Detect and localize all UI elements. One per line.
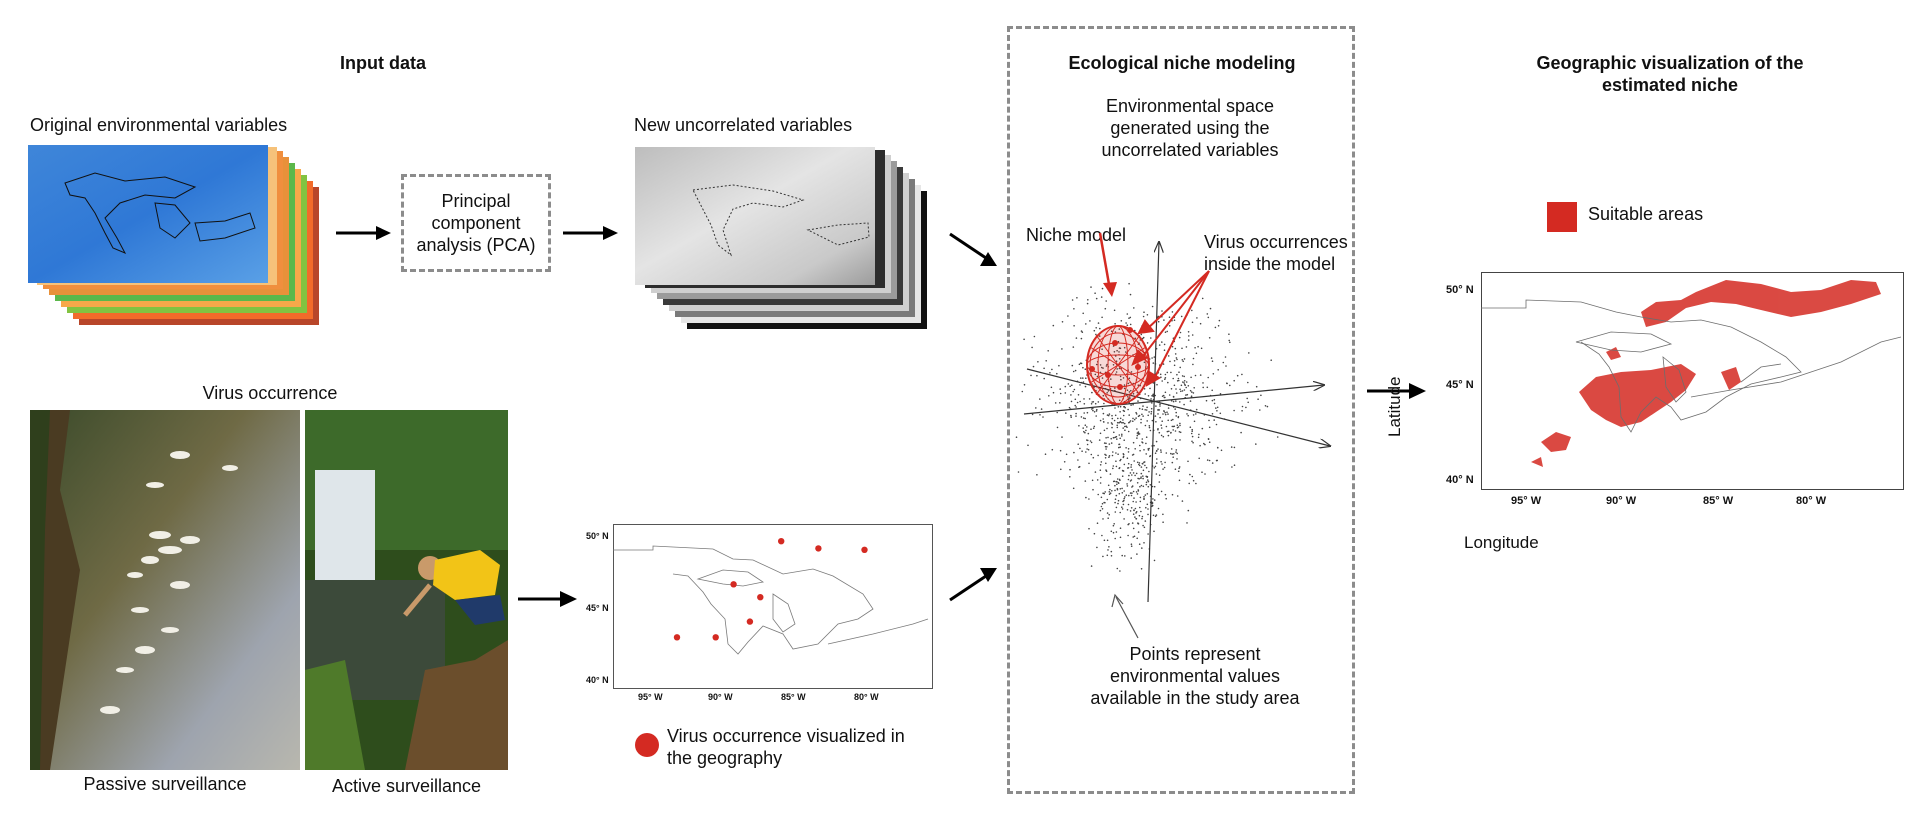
occurrence-map-frame (613, 524, 933, 689)
occurrence-point-7 (815, 545, 822, 552)
geo-lon-tick-85: 85° W (1703, 495, 1734, 507)
occ-lon-tick-95: 95° W (638, 692, 663, 702)
input-data-title: Input data (340, 53, 426, 73)
occurrence-point-8 (861, 546, 868, 553)
arrow-occ-to-enm (949, 568, 997, 602)
active-surveillance-label: Active surveillance (331, 776, 482, 796)
occurrence-map-basemap (613, 545, 929, 655)
environmental-space-label: Environmental space generated using the … (1101, 96, 1279, 160)
arrow-to-occurrence-map (518, 591, 577, 607)
geo-lon-tick-95: 95° W (1511, 495, 1542, 507)
pca-axes (1023, 242, 1330, 603)
occ-lon-tick-85: 85° W (781, 692, 806, 702)
niche-ellipsoid (1086, 325, 1150, 405)
geo-lat-tick-45: 45° N (1446, 379, 1474, 391)
uncorrelated-variables-label: New uncorrelated variables (634, 115, 853, 135)
occurrence-point-5 (757, 594, 764, 601)
occ-lat-tick-45: 45° N (586, 603, 609, 613)
passive-surveillance-label: Passive surveillance (83, 774, 247, 794)
occurrence-legend-dot (635, 733, 659, 757)
uncorrelated-layers-stack (635, 147, 927, 329)
geo-xlabel: Longitude (1464, 533, 1539, 552)
geo-title: Geographic visualization of the estimate… (1536, 53, 1804, 95)
pca-box: Principal component analysis (PCA) (401, 174, 551, 272)
env-layer-top (28, 145, 268, 283)
pca-label: Principal component analysis (PCA) (416, 191, 536, 255)
passive-surveillance-photo (30, 410, 300, 770)
grey-layer-top (635, 147, 875, 285)
environmental-layers-stack (28, 145, 319, 325)
virus-occurrence-pointer-arrows (1131, 270, 1210, 387)
points-pointer-arrow (1111, 593, 1139, 639)
occ-lon-tick-80: 80° W (854, 692, 879, 702)
geo-lat-tick-40: 40° N (1446, 474, 1474, 486)
occurrence-point-4 (746, 618, 754, 625)
occurrence-map-points (673, 538, 868, 641)
arrow-uncorr-to-enm (949, 232, 997, 266)
occurrence-legend-label: Virus occurrence visualized in the geogr… (667, 726, 905, 768)
virus-inside-label: Virus occurrences inside the model (1204, 232, 1348, 274)
suitability-map-frame (1481, 272, 1904, 490)
enm-dashed-box (1007, 26, 1355, 794)
enm-title: Ecological niche modeling (1068, 53, 1296, 73)
arrow-to-pca (336, 226, 391, 240)
env-variables-label: Original environmental variables (30, 115, 288, 135)
virus-occurrence-title: Virus occurrence (202, 383, 338, 403)
occ-lon-tick-90: 90° W (708, 692, 733, 702)
niche-model-pointer-arrow (1098, 232, 1117, 297)
arrow-enm-to-geo (1367, 383, 1426, 399)
arrow-from-pca (563, 226, 618, 240)
occurrence-point-3 (730, 581, 737, 588)
suitability-map (1481, 280, 1902, 467)
occ-lat-tick-50: 50° N (586, 531, 609, 541)
geo-ylabel: Latitude (1385, 376, 1404, 438)
suitable-areas-legend-swatch (1547, 202, 1577, 232)
great-lakes-outline (1481, 299, 1902, 433)
environmental-space-plot (1015, 232, 1352, 639)
suitable-areas-legend-label: Suitable areas (1588, 204, 1704, 224)
points-explanation-label: Points represent environmental values av… (1090, 644, 1300, 708)
geo-lon-tick-80: 80° W (1796, 495, 1827, 507)
geo-lon-tick-90: 90° W (1606, 495, 1637, 507)
occ-lat-tick-40: 40° N (586, 675, 609, 685)
suitable-area-patches (1531, 280, 1881, 467)
occurrence-point-1 (673, 634, 681, 641)
occurrence-point-2 (712, 634, 719, 641)
occurrence-point-6 (778, 538, 785, 545)
active-surveillance-photo (305, 410, 508, 770)
geo-lat-tick-50: 50° N (1446, 284, 1474, 296)
